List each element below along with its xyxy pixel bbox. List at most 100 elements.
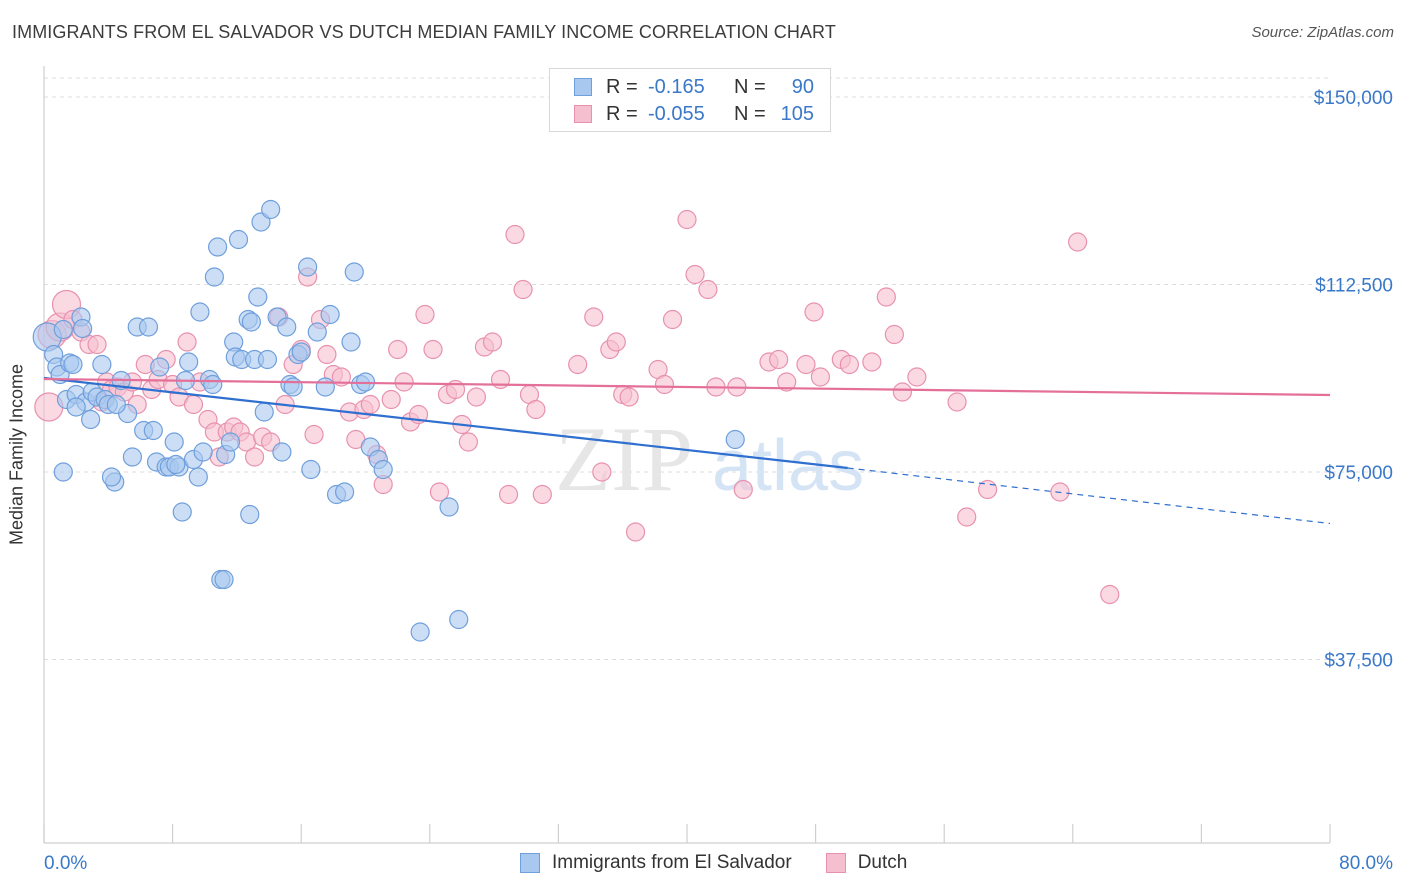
point-el-salvador — [208, 237, 228, 257]
point-dutch — [177, 332, 197, 352]
legend-swatch-blue — [574, 78, 592, 96]
chart-title: IMMIGRANTS FROM EL SALVADOR VS DUTCH MED… — [12, 22, 836, 42]
legend-row-el-salvador: R = -0.165 N = 90 — [574, 76, 814, 98]
y-tick-label: $150,000 — [1314, 88, 1393, 109]
point-dutch — [532, 484, 552, 505]
point-el-salvador — [241, 312, 261, 332]
point-el-salvador — [344, 262, 364, 282]
point-el-salvador — [257, 349, 278, 370]
point-el-salvador — [307, 322, 327, 342]
point-dutch — [498, 484, 519, 505]
point-dutch — [777, 372, 797, 392]
point-dutch — [606, 332, 626, 352]
point-dutch — [505, 224, 525, 245]
y-tick-label: $37,500 — [1324, 651, 1393, 672]
point-el-salvador — [63, 354, 83, 375]
point-el-salvador — [277, 317, 297, 337]
grid-lines — [44, 77, 1394, 660]
point-dutch — [796, 354, 816, 375]
point-dutch — [183, 394, 204, 415]
series-legend-label: Immigrants from El Salvador — [552, 852, 792, 873]
point-dutch — [839, 354, 859, 375]
point-dutch — [947, 392, 967, 412]
point-dutch — [769, 349, 789, 370]
point-el-salvador — [193, 442, 213, 462]
point-dutch — [804, 302, 824, 322]
point-el-salvador — [72, 318, 93, 339]
point-el-salvador — [81, 409, 101, 430]
point-el-salvador — [725, 429, 745, 450]
point-el-salvador — [335, 482, 355, 502]
point-dutch — [654, 374, 675, 395]
watermark: ZIP atlas — [555, 408, 864, 510]
point-el-salvador — [240, 504, 260, 525]
series-swatch-pink — [825, 853, 846, 873]
point-dutch — [810, 367, 831, 387]
point-dutch — [429, 482, 450, 502]
point-el-salvador — [179, 352, 199, 372]
y-tick-label: $75,000 — [1324, 463, 1393, 484]
point-dutch — [884, 324, 904, 345]
point-dutch — [381, 389, 401, 410]
legend-r-label: R = — [606, 102, 638, 125]
point-dutch — [876, 287, 896, 307]
trend-line-el-salvador — [43, 376, 848, 470]
point-dutch — [733, 479, 753, 500]
point-dutch — [423, 339, 443, 360]
point-el-salvador — [248, 287, 268, 307]
point-el-salvador — [449, 609, 469, 630]
data-points — [32, 199, 1120, 642]
point-el-salvador — [298, 257, 318, 277]
point-dutch — [388, 339, 408, 360]
point-el-salvador — [101, 467, 122, 487]
point-dutch — [415, 304, 435, 325]
point-el-salvador — [341, 332, 361, 352]
legend-r-label: R = — [606, 75, 638, 98]
point-el-salvador — [150, 357, 170, 377]
point-dutch — [625, 522, 646, 542]
point-dutch — [907, 367, 927, 387]
point-dutch — [662, 309, 683, 330]
point-el-salvador — [220, 432, 241, 452]
point-el-salvador — [410, 622, 430, 642]
point-dutch — [862, 352, 882, 372]
series-legend-dutch[interactable]: Dutch — [825, 852, 908, 874]
watermark-zip: ZIP — [555, 408, 693, 510]
point-dutch — [513, 279, 533, 300]
point-dutch — [957, 507, 977, 527]
point-dutch — [466, 387, 487, 407]
series-legend-el-salvador[interactable]: Immigrants from El Salvador — [520, 852, 792, 874]
point-dutch — [482, 332, 503, 352]
point-el-salvador — [92, 354, 112, 375]
series-swatch-blue — [520, 853, 540, 873]
point-el-salvador — [261, 199, 281, 220]
point-el-salvador — [283, 377, 303, 397]
legend-n-label: N = — [734, 75, 766, 98]
trend-lines — [43, 376, 1331, 525]
point-el-salvador — [214, 569, 234, 590]
point-el-salvador — [53, 462, 73, 482]
point-dutch — [1068, 232, 1088, 252]
point-el-salvador — [254, 402, 274, 422]
point-dutch — [317, 344, 337, 365]
legend-n-value: 90 — [791, 75, 814, 98]
series-legend-label: Dutch — [857, 852, 908, 873]
point-el-salvador — [315, 377, 335, 397]
legend-r-value: -0.165 — [648, 75, 705, 98]
legend-r-value: -0.055 — [648, 102, 705, 125]
point-el-salvador — [138, 317, 159, 337]
point-dutch — [244, 447, 265, 467]
point-dutch — [584, 307, 604, 327]
point-el-salvador — [228, 229, 249, 250]
point-dutch — [1100, 584, 1120, 605]
legend-n-value: 105 — [780, 102, 814, 125]
y-axis-label: Median Family Income — [6, 363, 27, 546]
trend-line-dutch — [43, 377, 1331, 397]
source-label: Source: ZipAtlas.com — [1251, 24, 1394, 41]
legend-n-label: N = — [734, 102, 766, 125]
point-el-salvador — [166, 454, 186, 475]
point-dutch — [619, 387, 639, 407]
point-el-salvador — [291, 342, 311, 362]
point-el-salvador — [188, 467, 208, 487]
point-el-salvador — [122, 447, 143, 467]
